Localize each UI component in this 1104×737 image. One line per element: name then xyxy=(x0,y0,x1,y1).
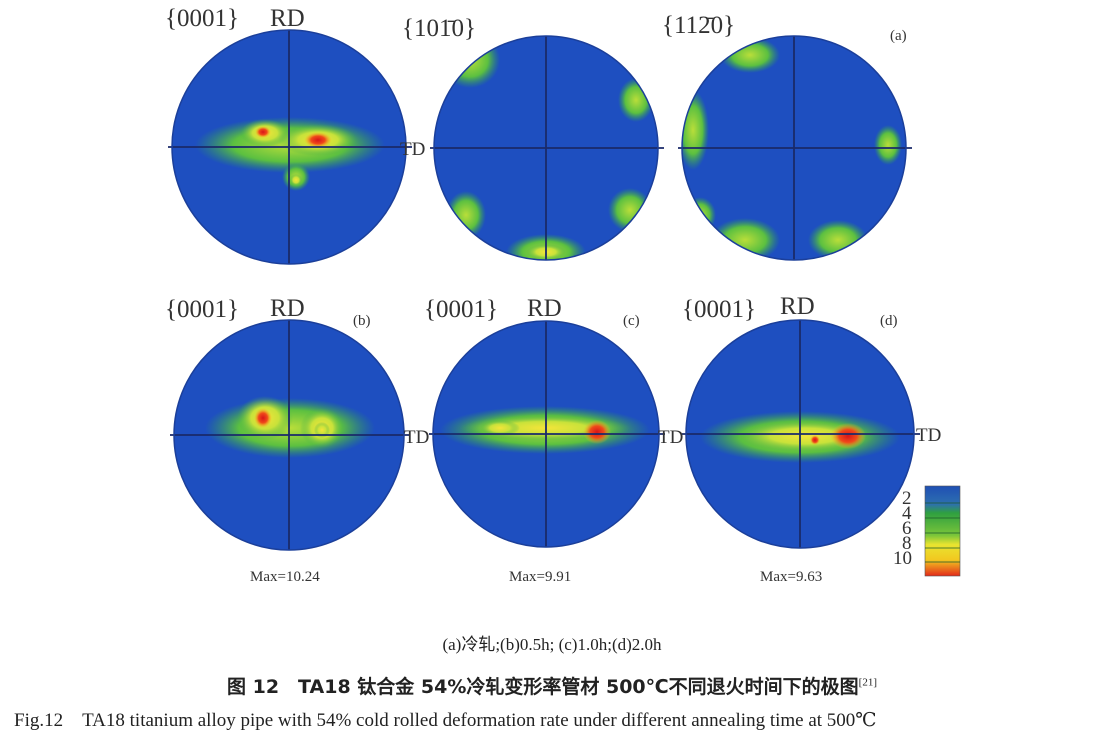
legend-tick: 4 xyxy=(902,503,912,524)
plane-label-b: {0001} xyxy=(165,296,239,323)
plane-label-a1: {0001} xyxy=(165,5,239,32)
intensity-contour xyxy=(314,422,330,438)
plane-label-c: {0001} xyxy=(424,296,498,323)
max-label-b: Max=10.24 xyxy=(250,569,320,585)
intensity-contour xyxy=(720,37,780,73)
rd-label-b: RD xyxy=(270,295,305,322)
figure-title-en: Fig.12 TA18 titanium alloy pipe with 54%… xyxy=(14,710,877,731)
td-label-b: TD xyxy=(404,427,430,448)
plane-label-a2: {101̄0} xyxy=(402,15,476,42)
plane-label-d: {0001} xyxy=(682,296,756,323)
td-label-d: TD xyxy=(916,425,942,446)
legend-tick: 2 xyxy=(902,488,912,509)
panel-label-c: (c) xyxy=(623,313,640,329)
pole-figure-outline xyxy=(171,29,407,265)
legend-tick: 6 xyxy=(902,518,912,539)
pole-figure-a-0001 xyxy=(168,29,412,265)
legend-colorbar xyxy=(924,485,961,577)
rd-label-a1: RD xyxy=(270,5,305,32)
intensity-contour xyxy=(255,126,271,138)
max-label-c: Max=9.91 xyxy=(509,569,572,585)
legend-tick: 10 xyxy=(893,548,912,569)
plane-label-a3: {112̄0} xyxy=(662,12,736,39)
pole-figure-outline xyxy=(681,35,907,261)
pole-figure-c xyxy=(429,320,665,548)
intensity-contour xyxy=(304,132,332,148)
intensity-contour xyxy=(684,197,716,233)
intensity-contour xyxy=(608,188,652,232)
panel-label-a: (a) xyxy=(890,28,907,44)
reference: [21] xyxy=(858,676,877,689)
pole-figure-outline xyxy=(432,320,660,548)
title-cn-text: 图 12 TA18 钛合金 54%冷轧变形率管材 500℃不同退火时间下的极图 xyxy=(226,676,859,698)
pole-figure-outline xyxy=(685,319,915,549)
intensity-contour xyxy=(874,125,902,165)
intensity-contour xyxy=(480,420,520,436)
intensity-contour xyxy=(583,420,611,444)
intensity-contour xyxy=(205,398,375,458)
pole-figure-a-1010 xyxy=(430,35,664,261)
pole-figure-d xyxy=(682,319,920,549)
intensity-contour xyxy=(290,174,302,186)
intensity-contour xyxy=(618,78,654,122)
td-label-c: TD xyxy=(658,427,684,448)
pole-figure-outline xyxy=(173,319,405,551)
panel-label-b: (b) xyxy=(353,313,371,329)
max-label-d: Max=9.63 xyxy=(760,569,823,585)
pole-figure-outline xyxy=(433,35,659,261)
intensity-contour xyxy=(710,218,780,260)
rd-label-d: RD xyxy=(780,293,815,320)
rd-label-c: RD xyxy=(527,295,562,322)
figure-title-cn: 图 12 TA18 钛合金 54%冷轧变形率管材 500℃不同退火时间下的极图[… xyxy=(0,672,1104,699)
intensity-contour xyxy=(810,435,820,445)
pole-figure-a-1120 xyxy=(678,35,912,261)
intensity-contour xyxy=(254,408,272,428)
pole-figure-b xyxy=(170,319,410,551)
intensity-contour xyxy=(446,191,486,239)
panel-label-d: (d) xyxy=(880,313,898,329)
figure-subcaption: (a)冷轧;(b)0.5h; (c)1.0h;(d)2.0h xyxy=(442,635,662,654)
td-label-a1: TD xyxy=(400,139,426,160)
intensity-contour xyxy=(830,423,866,449)
legend-tick: 8 xyxy=(902,533,912,554)
